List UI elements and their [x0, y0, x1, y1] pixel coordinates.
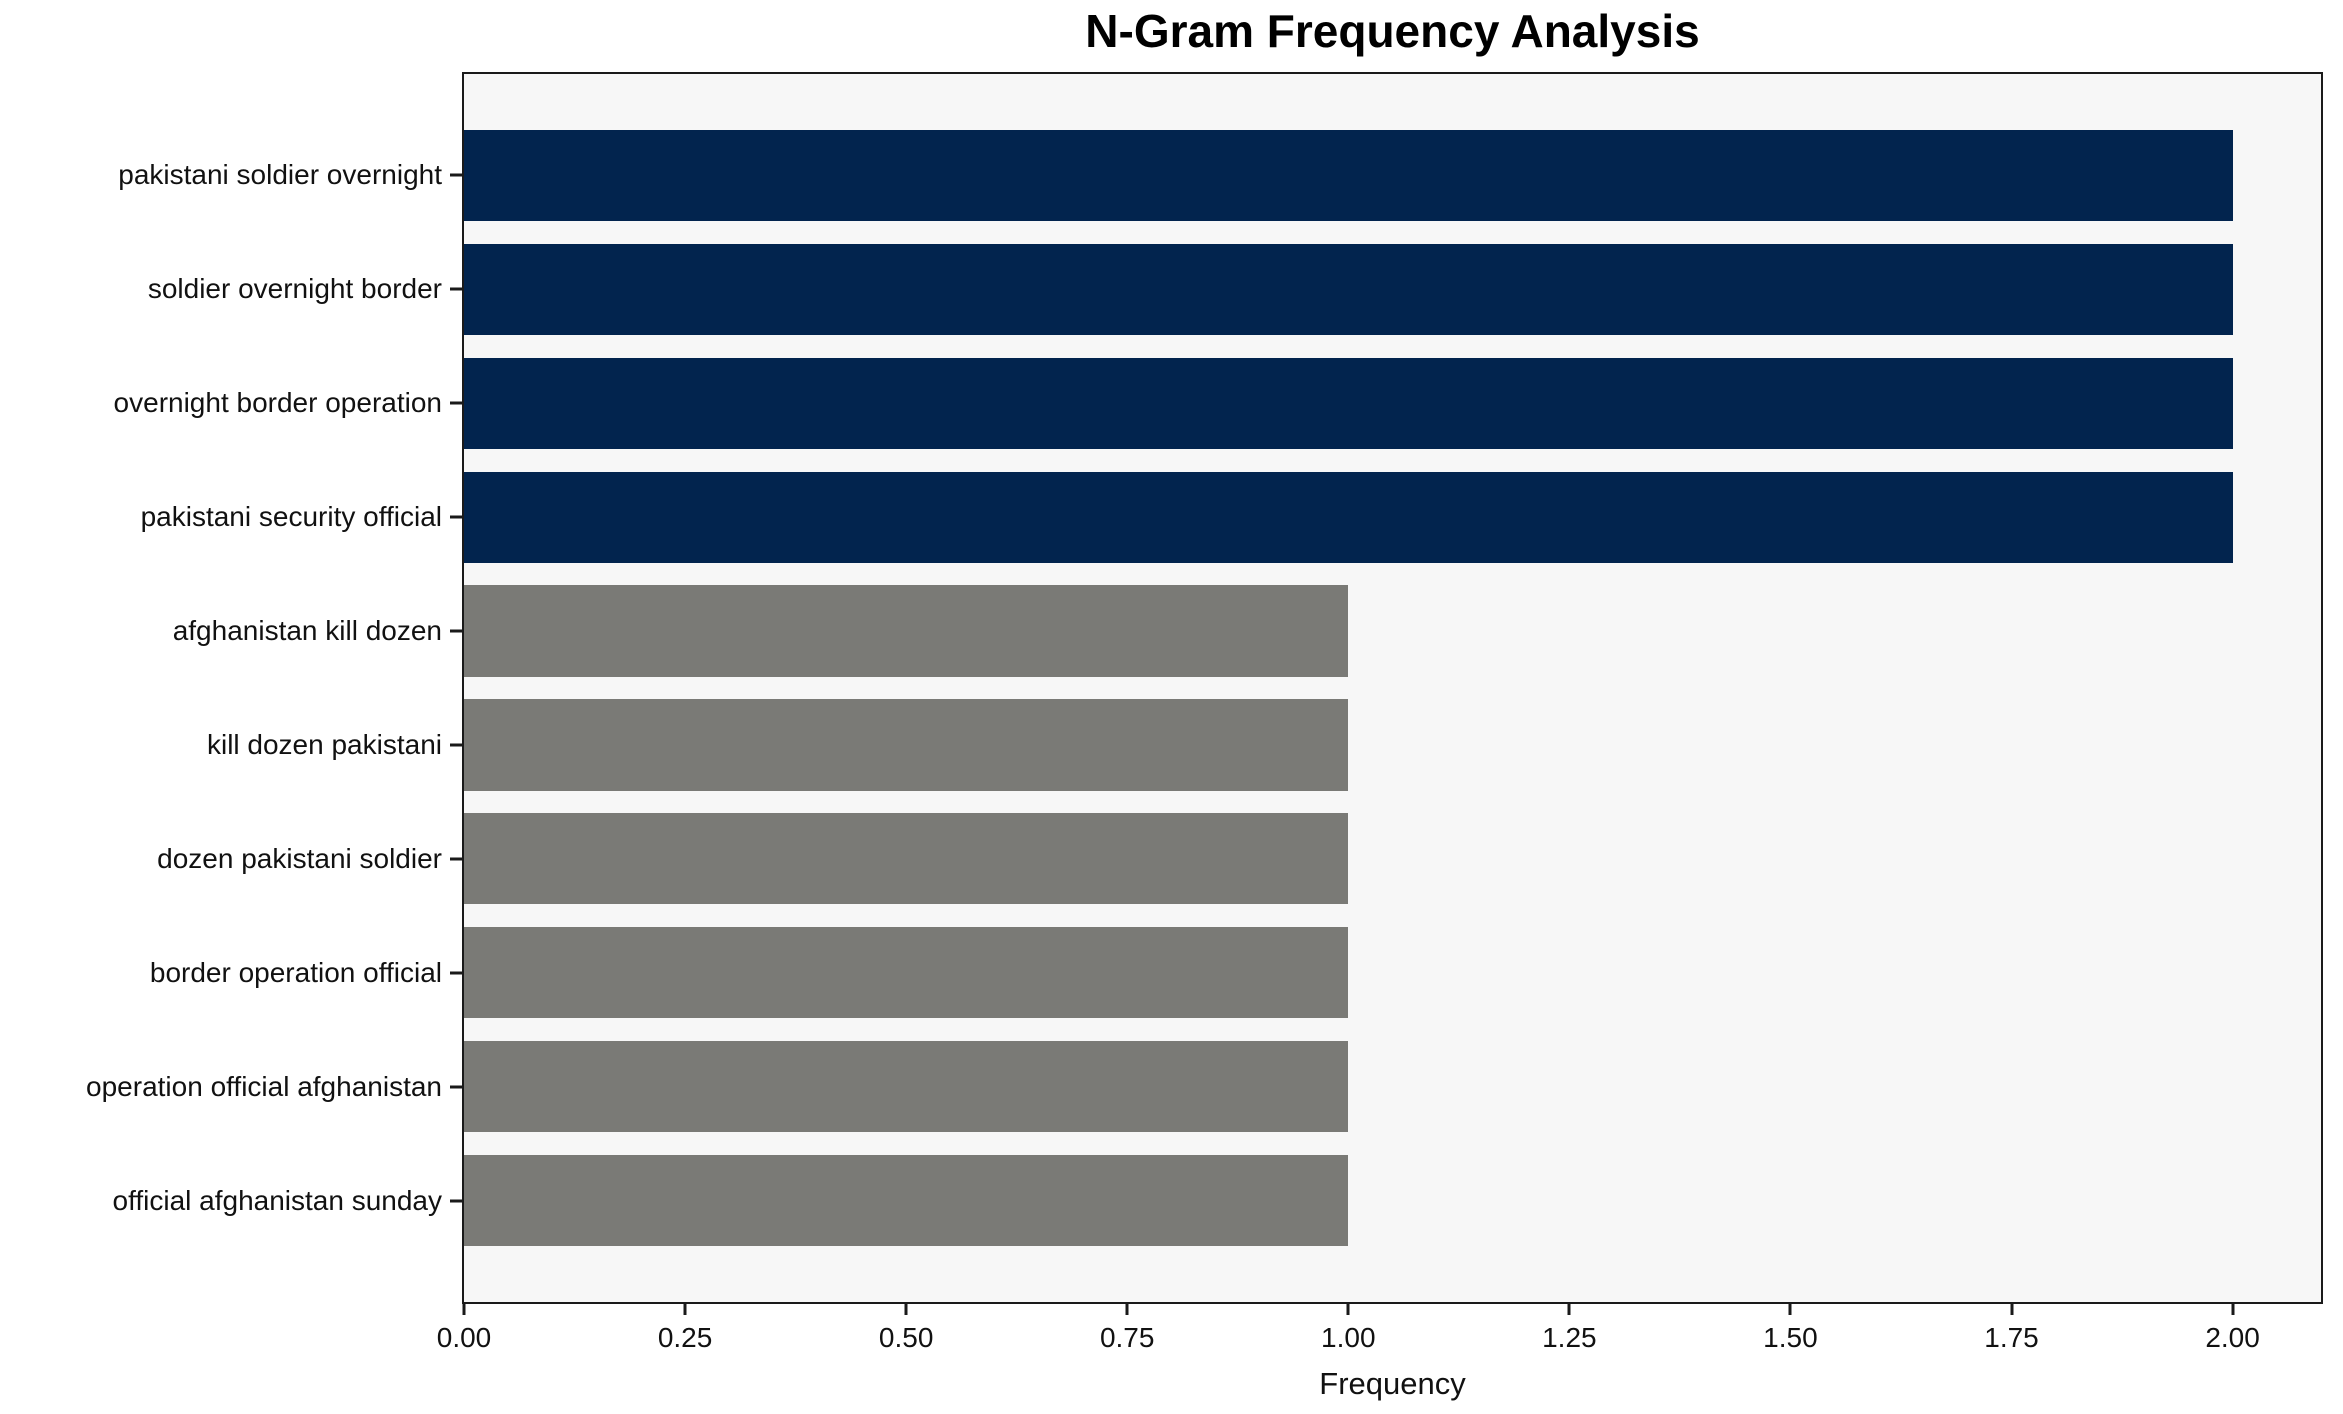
y-tick-label: official afghanistan sunday — [112, 1184, 443, 1216]
x-tick-label: 1.50 — [1763, 1322, 1818, 1353]
y-tick-mark — [450, 971, 462, 975]
bar-official-afghanistan-sunday — [464, 1155, 1349, 1247]
y-tick-mark — [450, 1085, 462, 1089]
x-axis-label: Frequency — [1319, 1366, 1466, 1401]
y-tick-label: kill dozen pakistani — [206, 728, 442, 760]
y-tick-mark — [450, 401, 462, 405]
chart-title: N-Gram Frequency Analysis — [1085, 5, 1700, 57]
y-tick-label: border operation official — [149, 956, 442, 988]
x-tick-label: 1.75 — [1984, 1322, 2039, 1353]
x-tick-mark — [1346, 1304, 1350, 1315]
bar-afghanistan-kill-dozen — [464, 585, 1349, 677]
y-tick-label: dozen pakistani soldier — [157, 842, 442, 874]
x-tick-mark — [2010, 1304, 2013, 1315]
bar-operation-official-afghanistan — [464, 1041, 1349, 1133]
y-tick-mark — [450, 287, 462, 291]
plot-area — [462, 72, 2323, 1304]
bar-kill-dozen-pakistani — [464, 699, 1349, 791]
x-tick-mark — [462, 1304, 466, 1315]
x-tick-label: 0.75 — [1099, 1322, 1155, 1353]
y-tick-label: afghanistan kill dozen — [172, 615, 442, 647]
y-tick-mark — [450, 1199, 462, 1203]
x-tick-mark — [1788, 1304, 1792, 1315]
x-tick-mark — [2231, 1304, 2235, 1315]
y-tick-mark — [450, 743, 462, 747]
y-tick-mark — [450, 173, 462, 177]
x-tick-label: 0.00 — [436, 1322, 492, 1353]
x-tick-mark — [904, 1304, 908, 1315]
bar-dozen-pakistani-soldier — [464, 813, 1349, 905]
x-tick-label: 1.00 — [1321, 1322, 1376, 1353]
bar-soldier-overnight-border — [464, 243, 2233, 335]
x-tick-mark — [1125, 1304, 1129, 1315]
x-tick-label: 0.25 — [657, 1322, 713, 1353]
y-tick-mark — [450, 515, 462, 519]
x-tick-label: 1.25 — [1542, 1322, 1597, 1353]
y-tick-label: soldier overnight border — [147, 273, 442, 305]
bar-border-operation-official — [464, 927, 1349, 1019]
y-tick-mark — [450, 857, 462, 861]
y-tick-label: pakistani soldier overnight — [118, 159, 442, 191]
x-tick-label: 2.00 — [2205, 1322, 2260, 1353]
y-tick-mark — [450, 629, 462, 633]
x-tick-mark — [683, 1304, 687, 1315]
y-tick-label: pakistani security official — [140, 501, 442, 533]
bar-pakistani-soldier-overnight — [464, 129, 2233, 221]
x-tick-mark — [1567, 1304, 1571, 1315]
bar-pakistani-security-official — [464, 471, 2233, 563]
bar-overnight-border-operation — [464, 357, 2233, 449]
y-tick-label: overnight border operation — [113, 387, 442, 419]
y-tick-label: operation official afghanistan — [86, 1070, 442, 1102]
x-tick-label: 0.50 — [878, 1322, 934, 1353]
